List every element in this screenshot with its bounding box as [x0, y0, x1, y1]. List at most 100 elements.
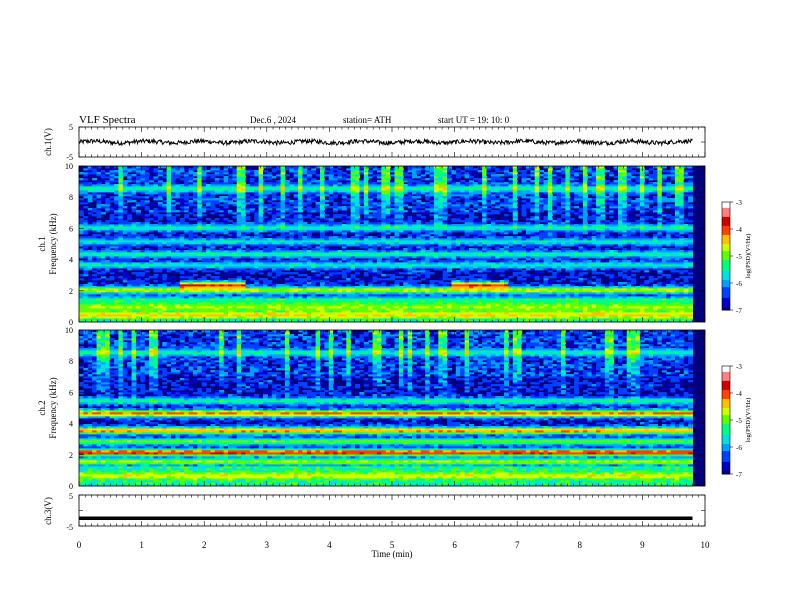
spectrogram-cell [315, 206, 321, 209]
spectrogram-cell [355, 222, 361, 225]
spectrogram-cell [118, 316, 124, 319]
spectrogram-cell [320, 186, 325, 189]
spectrogram-cell [258, 310, 264, 313]
spectrogram-cell [254, 220, 260, 223]
spectrogram-cell [284, 286, 290, 289]
spectrogram-cell [188, 200, 194, 203]
spectrogram-cell [114, 190, 120, 193]
spectrogram-cell [276, 242, 282, 245]
spectrogram-cell [135, 210, 141, 213]
spectrogram-cell [83, 220, 89, 223]
spectrogram-cell [223, 166, 229, 169]
spectrogram-cell [184, 190, 190, 193]
spectrogram-cell [302, 240, 308, 243]
spectrogram-cell [92, 238, 98, 241]
spectrogram-cell [118, 254, 124, 257]
spectrogram-cell [109, 206, 115, 209]
spectrogram-cell [83, 176, 89, 179]
spectrogram-cell [320, 300, 325, 303]
spectrogram-cell [276, 174, 282, 177]
spectrogram-cell [320, 320, 325, 323]
spectrogram-cell [232, 238, 238, 241]
spectrogram-cell [333, 210, 339, 213]
spectrogram-cell [341, 286, 347, 289]
spectrogram-cell [241, 178, 247, 181]
spectrogram-cell [254, 194, 260, 197]
spectrogram-cell [302, 270, 308, 273]
spectrogram-cell [100, 206, 106, 209]
spectrogram-cell [328, 296, 334, 299]
spectrogram-cell [131, 282, 137, 285]
spectrogram-cell [214, 284, 220, 287]
spectrogram-cell [210, 226, 216, 229]
spectrogram-cell [206, 268, 212, 271]
spectrogram-cell [368, 190, 374, 193]
spectrogram-cell [341, 314, 347, 317]
spectrogram-cell [114, 264, 120, 267]
spectrogram-cell [79, 184, 84, 187]
spectrogram-cell [153, 286, 159, 289]
spectrogram-cell [302, 214, 308, 217]
spectrogram-cell [232, 262, 238, 265]
spectrogram-cell [315, 240, 321, 243]
spectrogram-cell [346, 318, 352, 321]
spectrogram-cell [83, 190, 89, 193]
spectrogram-cell [267, 292, 273, 295]
spectrogram-cell [171, 290, 176, 293]
spectrogram-cell [87, 306, 93, 309]
spectrogram-cell [368, 224, 374, 227]
spectrogram-cell [122, 250, 128, 253]
spectrogram-cell [153, 296, 159, 299]
spectrogram-cell [149, 260, 155, 263]
spectrogram-cell [149, 218, 155, 221]
spectrogram-cell [79, 210, 84, 213]
spectrogram-cell [271, 302, 277, 305]
spectrogram-cell [227, 168, 233, 171]
spectrogram-cell [341, 306, 347, 309]
spectrogram-cell [359, 196, 365, 199]
spectrogram-cell [114, 258, 120, 261]
spectrogram-cell [114, 282, 120, 285]
spectrogram-cell [306, 174, 312, 177]
spectrogram-cell [210, 262, 216, 265]
spectrogram-cell [241, 184, 247, 187]
spectrogram-cell [188, 176, 194, 179]
spectrogram-cell [232, 256, 238, 259]
spectrogram-cell [293, 282, 299, 285]
spectrogram-cell [236, 242, 242, 245]
spectrogram-cell [346, 224, 352, 227]
spectrogram-cell [249, 188, 255, 191]
spectrogram-cell [232, 228, 238, 231]
spectrogram-cell [271, 206, 277, 209]
spectrogram-cell [320, 292, 325, 295]
spectrogram-cell [263, 316, 269, 319]
spectrogram-cell [341, 270, 347, 273]
spectrogram-cell [131, 254, 137, 257]
spectrogram-cell [263, 264, 269, 267]
spectrogram-cell [254, 240, 260, 243]
spectrogram-cell [284, 214, 290, 217]
spectrogram-cell [363, 224, 369, 227]
spectrogram-cell [184, 178, 190, 181]
spectrogram-cell [135, 268, 141, 271]
spectrogram-cell [162, 226, 168, 229]
spectrogram-cell [144, 318, 150, 321]
spectrogram-cell [271, 252, 277, 255]
spectrogram-cell [197, 278, 203, 281]
spectrogram-cell [263, 248, 269, 251]
spectrogram-cell [276, 270, 282, 273]
spectrogram-cell [320, 250, 325, 253]
spectrogram-cell [140, 320, 146, 323]
spectrogram-cell [149, 302, 155, 305]
spectrogram-cell [333, 272, 339, 275]
spectrogram-cell [206, 296, 212, 299]
spectrogram-cell [337, 240, 343, 243]
spectrogram-cell [249, 300, 255, 303]
spectrogram-cell [271, 310, 277, 313]
spectrogram-cell [171, 206, 176, 209]
spectrogram-cell [350, 192, 356, 195]
spectrogram-cell [162, 248, 168, 251]
spectrogram-cell [280, 294, 286, 297]
spectrogram-cell [223, 318, 229, 321]
spectrogram-cell [127, 260, 133, 263]
